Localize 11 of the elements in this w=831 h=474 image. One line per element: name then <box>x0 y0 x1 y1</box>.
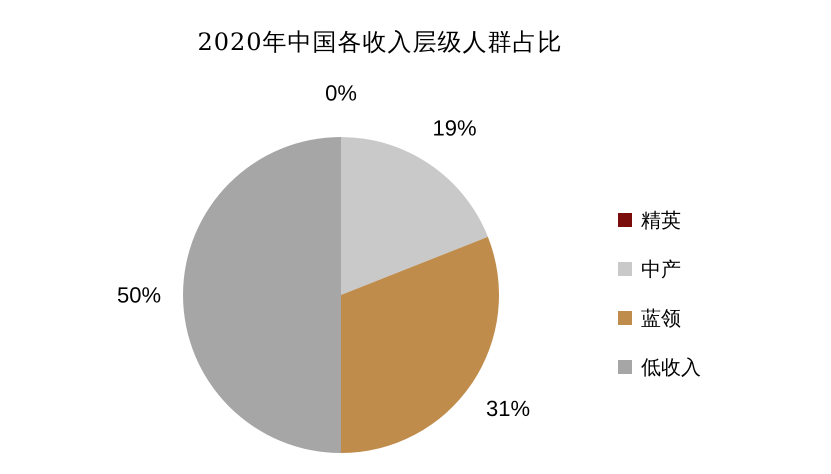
data-label: 31% <box>486 396 530 422</box>
legend-label: 蓝领 <box>641 306 681 330</box>
data-label: 19% <box>432 115 477 140</box>
pie-slice <box>183 137 341 453</box>
data-label: 50% <box>116 282 162 308</box>
text: 0% <box>325 80 357 106</box>
chart-title: 2020年中国各收入层级人群占比 <box>197 28 563 56</box>
legend-label: 低收入 <box>641 355 701 379</box>
legend-label: 精英 <box>641 208 681 232</box>
legend-label: 中产 <box>641 257 681 281</box>
pie-slice <box>341 137 488 295</box>
